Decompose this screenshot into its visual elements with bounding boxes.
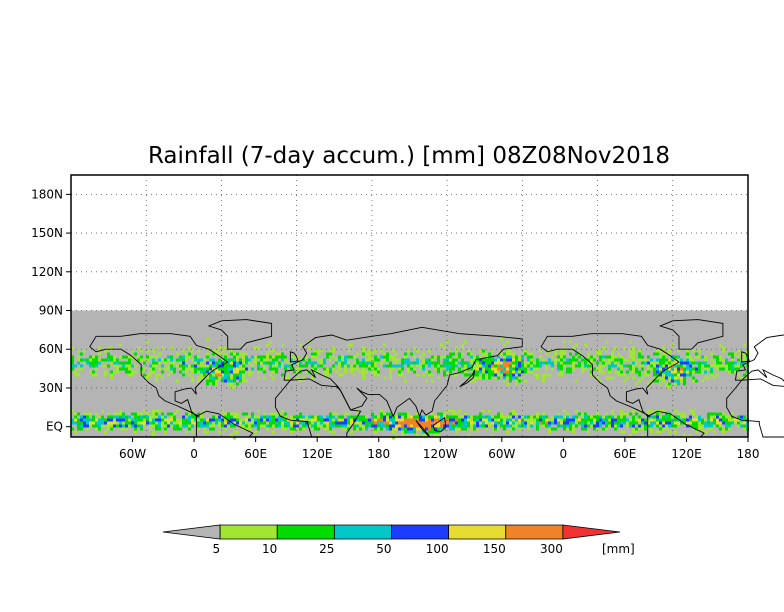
lat-tick-label: 30N [39, 381, 63, 395]
colorbar-label: 5 [212, 542, 220, 556]
lon-tick-label: 60W [119, 447, 146, 461]
lat-tick-label: 120N [31, 265, 63, 279]
colorbar-label: 25 [319, 542, 334, 556]
map-gridlines [71, 175, 748, 437]
lat-tick-label: 180N [31, 187, 63, 201]
colorbar-swatch [562, 524, 621, 540]
lon-tick-label: 60E [244, 447, 267, 461]
plot-frame [70, 174, 749, 438]
colorbar-label: 300 [540, 542, 563, 556]
colorbar-swatch [162, 524, 221, 540]
colorbar-label: 50 [376, 542, 391, 556]
lon-tick-label: 180 [367, 447, 390, 461]
lon-tick-label: 120W [423, 447, 458, 461]
lat-tick-label: 150N [31, 226, 63, 240]
colorbar-label: 100 [426, 542, 449, 556]
colorbar-unit: [mm] [602, 542, 635, 556]
colorbar-swatch [505, 524, 564, 540]
colorbar-swatch [333, 524, 392, 540]
rainfall-field [71, 310, 749, 440]
lon-tick-label: 60E [613, 447, 636, 461]
colorbar-swatch [448, 524, 507, 540]
colorbar-swatch [391, 524, 450, 540]
colorbar-swatch [219, 524, 278, 540]
lat-tick-label: EQ [46, 420, 63, 434]
lat-tick-label: 60N [39, 342, 63, 356]
map-panel [70, 174, 784, 440]
lon-tick-label: 0 [190, 447, 198, 461]
latitude-axis: EQ 30N 60N 90N 120N 150N 180N [31, 187, 71, 434]
colorbar-label: 10 [262, 542, 277, 556]
lon-tick-label: 0 [560, 447, 568, 461]
lon-tick-label: 120E [671, 447, 702, 461]
longitude-axis: 60W 0 60E 120E 180 120W 60W 0 60E 120E 180 [119, 437, 759, 461]
lon-tick-label: 120E [302, 447, 333, 461]
lon-tick-label: 180 [737, 447, 760, 461]
lat-tick-label: 90N [39, 304, 63, 318]
colorbar-label: 150 [483, 542, 506, 556]
colorbar-swatch [276, 524, 335, 540]
map-title: Rainfall (7-day accum.) [mm] 08Z08Nov201… [148, 143, 670, 169]
lon-tick-label: 60W [488, 447, 515, 461]
colorbar: 5 10 25 50 100 150 300 [mm] [162, 524, 635, 556]
coastlines [89, 319, 784, 438]
